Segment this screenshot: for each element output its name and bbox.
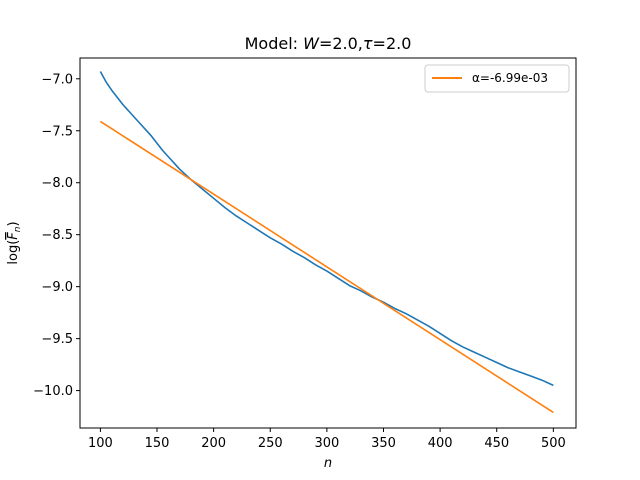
x-tick-label: 100 <box>88 436 113 451</box>
y-tick-label: −10.0 <box>33 384 73 399</box>
x-tick-label: 300 <box>314 436 339 451</box>
y-tick-label: −9.0 <box>41 280 73 295</box>
y-axis-ticks: −7.0 −7.5 −8.0 −8.5 −9.0 −9.5 −10.0 <box>33 72 80 399</box>
y-tick-label: −7.5 <box>41 124 73 139</box>
series-layer <box>99 71 554 414</box>
y-tick-label: −8.5 <box>41 228 73 243</box>
y-tick-label: −7.0 <box>41 72 73 87</box>
x-tick-label: 450 <box>484 436 509 451</box>
plot-area: 100 150 200 250 300 350 400 450 500 −7.0 −7.5 −8.0… <box>33 57 577 451</box>
x-axis-label: n <box>324 456 332 471</box>
x-tick-label: 500 <box>541 436 566 451</box>
series-line-1 <box>99 120 554 414</box>
legend-label: α=-6.99e-03 <box>472 71 548 85</box>
x-tick-label: 250 <box>258 436 283 451</box>
y-tick-label: −9.5 <box>41 332 73 347</box>
legend-box <box>424 64 570 93</box>
x-tick-label: 150 <box>145 436 170 451</box>
x-axis-ticks: 100 150 200 250 300 350 400 450 500 <box>88 428 566 451</box>
series-line-0 <box>99 71 554 387</box>
y-axis-label: log(Fn) <box>6 221 23 264</box>
axes-frame <box>79 57 577 429</box>
x-tick-label: 350 <box>371 436 396 451</box>
x-tick-label: 200 <box>201 436 226 451</box>
legend: α=-6.99e-03 <box>424 64 570 93</box>
y-tick-label: −8.0 <box>41 176 73 191</box>
chart-title: Model: W=2.0,τ=2.0 <box>245 34 412 53</box>
x-tick-label: 400 <box>428 436 453 451</box>
